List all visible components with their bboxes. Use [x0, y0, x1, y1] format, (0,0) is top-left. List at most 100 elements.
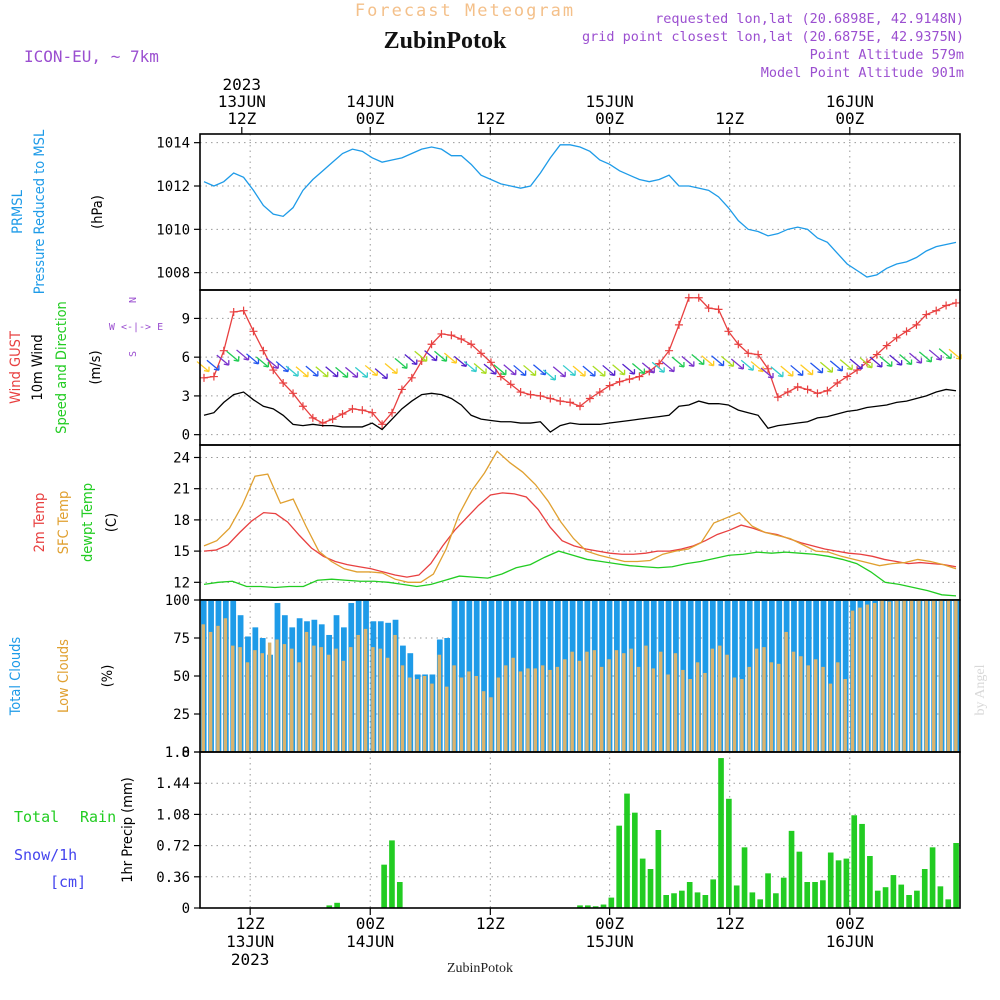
bar-total-rain	[702, 895, 709, 908]
gust-marker	[447, 331, 456, 340]
bar-low-clouds	[504, 665, 508, 752]
panel-unit-label: (C)	[104, 513, 120, 532]
bar-low-clouds	[282, 644, 287, 752]
top-time-label: 14JUN	[346, 92, 394, 111]
compass-north: N	[128, 297, 139, 303]
bar-low-clouds	[688, 679, 692, 752]
gust-marker	[872, 350, 881, 359]
bar-low-clouds	[548, 669, 552, 752]
bar-low-clouds	[563, 659, 567, 752]
gust-marker	[803, 385, 812, 394]
bar-low-clouds	[297, 662, 301, 752]
wind-direction-arrow	[721, 355, 735, 368]
credit-watermark: by Angel	[973, 664, 988, 715]
y-tick-label: 75	[173, 631, 190, 647]
precip-legend-label: Snow/1h	[14, 846, 77, 864]
closest-coords: grid point closest lon,lat (20.6875E, 42…	[582, 29, 964, 45]
gust-marker	[922, 310, 931, 319]
wind-direction-arrow	[889, 354, 903, 366]
gust-marker	[209, 372, 218, 381]
wind-direction-arrow	[226, 350, 240, 362]
gust-marker	[625, 375, 634, 384]
bottom-time-label: 00Z	[356, 914, 385, 933]
gust-marker	[932, 306, 941, 315]
wind-direction-arrow	[869, 356, 883, 368]
precip-legend-label: Total	[14, 808, 59, 826]
wind-direction-arrow	[394, 357, 408, 369]
bar-total-clouds	[481, 600, 487, 752]
wind-direction-arrow	[592, 365, 606, 377]
wind-direction-arrow	[483, 363, 497, 375]
plot-layer: 1008 1010 1012 1014 PRMSL Pressure Reduced to…	[8, 75, 962, 969]
bar-low-clouds	[836, 662, 840, 752]
panel-series-label: PRMSL	[10, 189, 26, 233]
bar-total-rain	[663, 895, 670, 908]
wind-direction-arrow	[899, 353, 913, 366]
y-tick-label: 1.44	[156, 776, 190, 792]
bar-total-clouds	[495, 600, 502, 752]
precip-legend-label: [cm]	[50, 873, 86, 891]
gust-marker	[843, 372, 852, 381]
y-tick-label: 1012	[156, 179, 190, 195]
bar-total-rain	[679, 890, 685, 908]
bar-low-clouds	[415, 679, 419, 752]
wind-direction-arrow	[463, 361, 477, 373]
bar-low-clouds	[540, 665, 545, 752]
gust-marker	[783, 388, 792, 397]
series-line-sfc-temp	[203, 450, 957, 583]
gust-marker	[388, 408, 396, 417]
bar-low-clouds	[570, 651, 574, 752]
wind-direction-arrow	[473, 363, 487, 375]
gust-marker	[308, 413, 317, 422]
bar-low-clouds	[341, 660, 346, 752]
bar-low-clouds	[880, 600, 884, 752]
y-tick-label: 100	[165, 593, 190, 609]
panel-series-label: SFC Temp	[56, 491, 72, 555]
y-tick-label: 0	[182, 901, 190, 917]
bar-low-clouds	[939, 600, 943, 752]
panel-series-label: Low Clouds	[56, 639, 72, 713]
gust-marker	[744, 349, 753, 358]
gust-marker	[516, 388, 525, 397]
bar-total-clouds	[687, 600, 694, 752]
gust-marker	[526, 390, 535, 399]
bottom-time-label: 12Z	[476, 914, 505, 933]
bar-total-rain	[859, 823, 865, 908]
gust-marker	[348, 404, 357, 413]
bar-total-rain	[921, 869, 928, 908]
gust-marker	[427, 340, 436, 349]
gust-marker	[358, 406, 367, 415]
bar-total-rain	[326, 905, 333, 908]
bottom-time-label: 12Z	[715, 914, 744, 933]
gust-marker	[605, 381, 614, 390]
gust-marker	[486, 358, 495, 367]
bar-total-rain	[600, 904, 607, 908]
bar-low-clouds	[784, 631, 788, 752]
wind-direction-arrow	[701, 355, 715, 367]
model-label: ICON-EU, ~ 7km	[24, 47, 159, 66]
wind-direction-arrow	[681, 355, 695, 368]
bottom-time-label: 00Z	[835, 914, 864, 933]
bottom-time-label: 15JUN	[586, 932, 634, 951]
bar-low-clouds	[895, 600, 899, 752]
gust-marker	[477, 349, 486, 358]
y-tick-label: 1008	[156, 266, 190, 282]
bar-low-clouds	[356, 634, 360, 752]
model-altitude: Model Point Altitude 901m	[761, 65, 964, 81]
bar-low-clouds	[223, 618, 228, 752]
y-tick-label: 15	[173, 544, 190, 560]
bar-low-clouds	[909, 600, 914, 752]
panel-series-label: dewpt Temp	[80, 483, 96, 562]
bar-total-rain	[835, 860, 842, 908]
wind-direction-arrow	[879, 355, 893, 368]
wind-direction-arrow	[661, 361, 675, 373]
bar-total-rain	[396, 882, 403, 908]
bar-low-clouds	[924, 600, 929, 752]
bottom-time-label: 16JUN	[826, 932, 874, 951]
bar-total-rain	[773, 893, 779, 908]
bar-low-clouds	[872, 603, 877, 752]
bar-low-clouds	[725, 654, 729, 752]
bar-total-rain	[686, 882, 693, 908]
bar-low-clouds	[821, 666, 825, 752]
